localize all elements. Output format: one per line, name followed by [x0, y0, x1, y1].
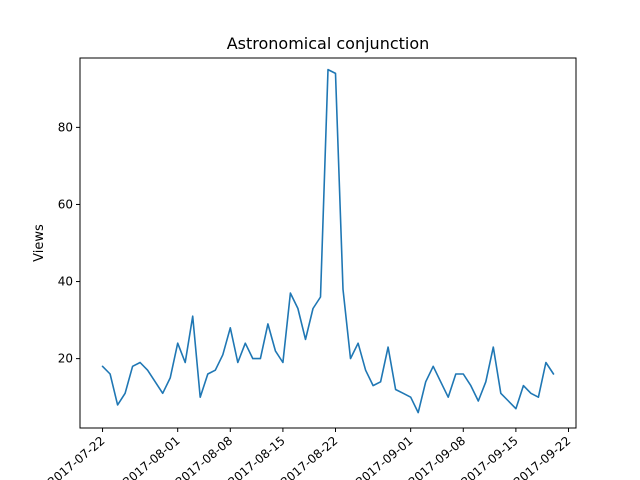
y-axis: 20 40 60 80	[58, 120, 80, 366]
chart-title: Astronomical conjunction	[227, 34, 430, 53]
y-axis-label: Views	[32, 224, 47, 262]
y-tick-label: 80	[58, 120, 73, 134]
series-line	[101, 68, 555, 414]
series-layer	[101, 68, 555, 414]
plot-frame	[79, 57, 577, 429]
y-tick-label: 60	[58, 197, 73, 211]
y-tick-label: 40	[58, 275, 73, 289]
plot-area	[80, 58, 576, 428]
y-tick-label: 20	[58, 352, 73, 366]
